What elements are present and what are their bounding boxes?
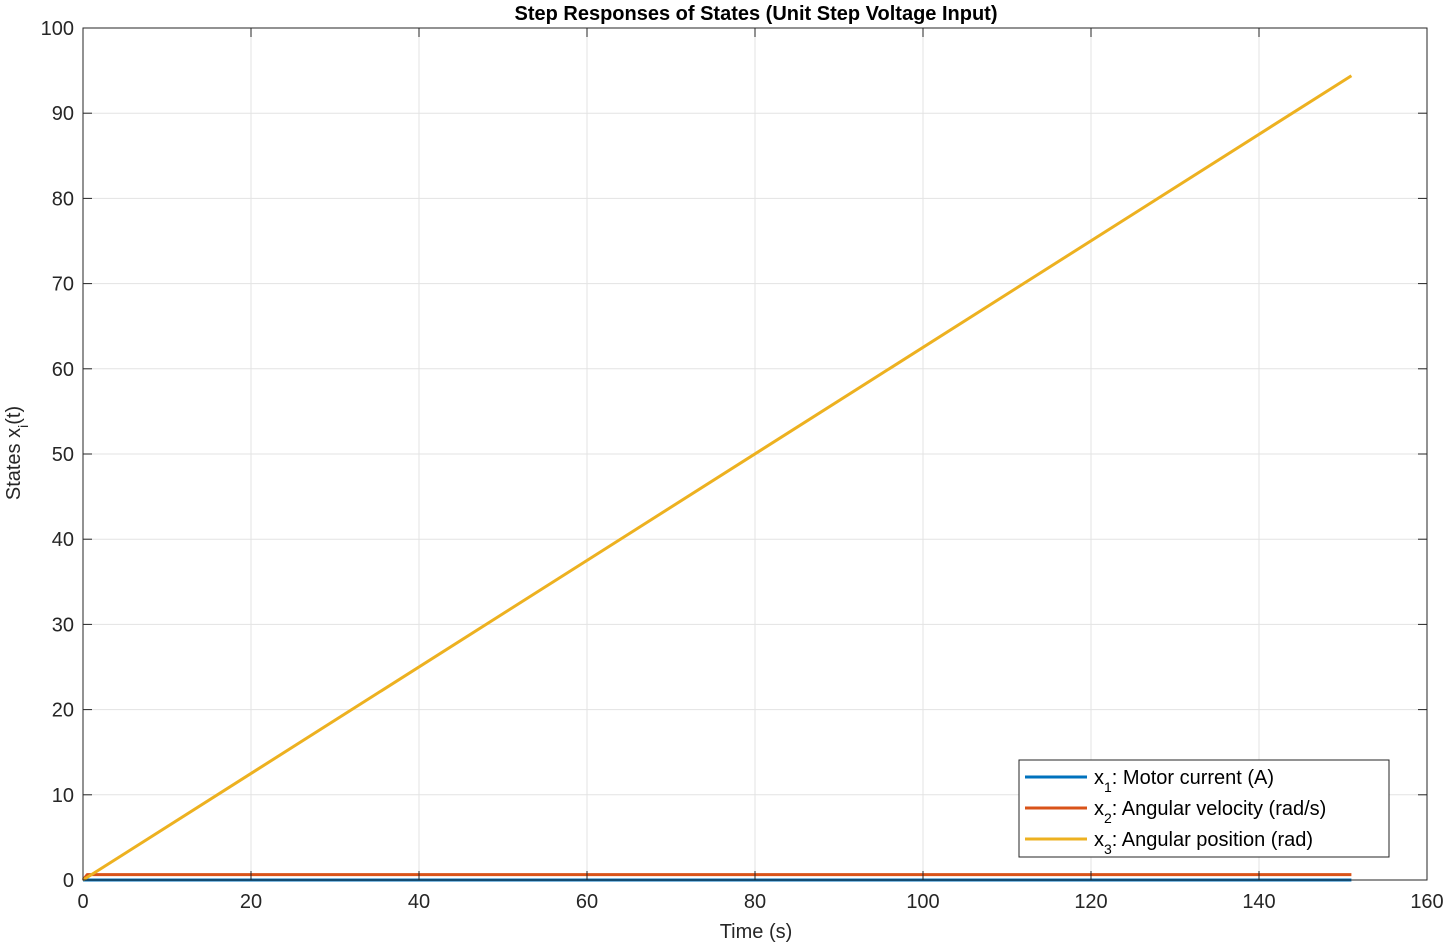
y-axis-title-sub: i [15, 425, 31, 428]
y-tick-label: 70 [52, 274, 74, 296]
grid [83, 28, 1427, 880]
y-tick-label: 100 [41, 18, 74, 40]
legend-label-x3: x3: Angular position (rad) [1094, 829, 1313, 857]
legend-entry-x2: x2: Angular velocity (rad/s) [1025, 798, 1326, 826]
legend-label-x3-sub: 3 [1104, 841, 1112, 857]
legend-label-x3-main: x [1094, 829, 1104, 851]
legend-label-x1: x1: Motor current (A) [1094, 767, 1274, 795]
tick-labels: 0 20 40 60 80 100 120 140 160 0 10 20 30 40 50 60 70 80 90… [41, 18, 1444, 913]
legend-label-x1-main: x [1094, 767, 1104, 789]
series-line-angular-position [82, 74, 1353, 882]
x-tick-label: 20 [240, 891, 262, 913]
y-tick-label: 60 [52, 359, 74, 381]
x-tick-label: 100 [906, 891, 939, 913]
y-tick-label: 50 [52, 444, 74, 466]
x-tick-label: 40 [408, 891, 430, 913]
y-axis-title-tail: (t) [3, 406, 25, 425]
x-tick-label: 0 [77, 891, 88, 913]
legend-label-x2-tail: : Angular velocity (rad/s) [1112, 798, 1327, 820]
x-tick-label: 60 [576, 891, 598, 913]
legend-label-x1-tail: : Motor current (A) [1112, 767, 1274, 789]
legend-label-x2: x2: Angular velocity (rad/s) [1094, 798, 1326, 826]
x-tick-label: 120 [1074, 891, 1107, 913]
y-tick-label: 80 [52, 188, 74, 210]
legend-entry-x1: x1: Motor current (A) [1025, 767, 1274, 795]
legend: x1: Motor current (A) x2: Angular veloci… [1018, 759, 1390, 858]
legend-entry-x3: x3: Angular position (rad) [1025, 829, 1313, 857]
x-axis-title: Time (s) [720, 921, 793, 943]
y-tick-label: 0 [63, 870, 74, 892]
y-axis-title: States xi(t) [3, 406, 31, 500]
y-tick-label: 20 [52, 700, 74, 722]
ticks [82, 27, 1428, 881]
legend-label-x3-tail: : Angular position (rad) [1112, 829, 1313, 851]
y-axis-title-main: States x [3, 428, 25, 500]
x-tick-label: 80 [744, 891, 766, 913]
y-tick-label: 40 [52, 529, 74, 551]
y-tick-label: 90 [52, 103, 74, 125]
y-tick-label: 10 [52, 785, 74, 807]
legend-label-x1-sub: 1 [1104, 779, 1112, 795]
x-tick-label: 140 [1242, 891, 1275, 913]
legend-label-x2-main: x [1094, 798, 1104, 820]
x-tick-label: 160 [1410, 891, 1443, 913]
legend-label-x2-sub: 2 [1104, 810, 1112, 826]
chart-title: Step Responses of States (Unit Step Volt… [514, 3, 997, 25]
y-tick-label: 30 [52, 614, 74, 636]
